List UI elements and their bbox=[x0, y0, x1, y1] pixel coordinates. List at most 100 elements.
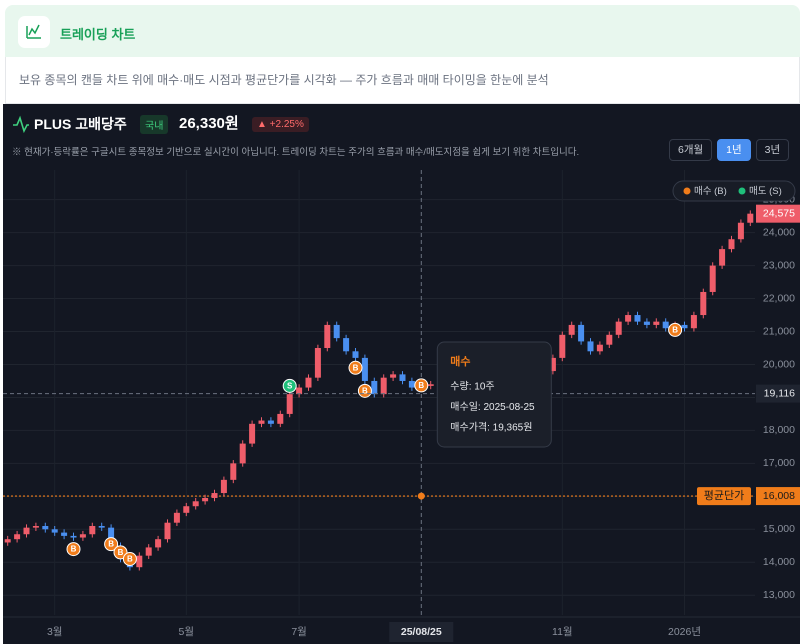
candle-body bbox=[427, 384, 434, 386]
average-dot bbox=[417, 492, 425, 500]
candle-body bbox=[662, 321, 669, 329]
last-price-label: 24,575 bbox=[763, 207, 795, 219]
trade-marker-label: B bbox=[118, 548, 124, 557]
stock-name: PLUS 고배당주 bbox=[34, 116, 127, 132]
candle-body bbox=[737, 222, 744, 240]
trade-marker-label: S bbox=[287, 382, 293, 391]
market-badge: 국내 bbox=[140, 115, 169, 134]
header-title: 트레이딩 차트 bbox=[60, 27, 136, 42]
subtitle-box: 보유 종목의 캔들 차트 위에 매수·매도 시점과 평균단가를 시각화 — 주가… bbox=[5, 57, 800, 104]
candle-body bbox=[89, 526, 96, 535]
candle-body bbox=[108, 527, 115, 546]
subtitle: 보유 종목의 캔들 차트 위에 매수·매도 시점과 평균단가를 시각화 — 주가… bbox=[19, 73, 549, 87]
candle-body bbox=[634, 315, 641, 322]
y-tick-label: 24,000 bbox=[763, 226, 795, 238]
x-tick-label: 2026년 bbox=[668, 626, 701, 638]
candle-body bbox=[173, 512, 180, 523]
x-tick-label: 11월 bbox=[552, 626, 573, 638]
icon bbox=[26, 24, 41, 39]
note: ※ 현재가·등락률은 구글시트 종목정보 기반으로 실시간이 아닙니다. 트레이… bbox=[12, 147, 580, 158]
candle-body bbox=[719, 249, 726, 266]
candle-body bbox=[145, 547, 152, 556]
candle-body bbox=[79, 534, 86, 538]
candle-body bbox=[277, 413, 284, 424]
y-tick-label: 14,000 bbox=[763, 556, 795, 568]
x-tick-label: 5월 bbox=[179, 626, 195, 638]
period-button[interactable]: 6개월 bbox=[669, 139, 713, 161]
average-value-box bbox=[756, 487, 800, 506]
candle-body bbox=[549, 357, 556, 372]
trade-marker bbox=[282, 378, 297, 393]
candle-body bbox=[220, 479, 227, 494]
trade-marker-label: B bbox=[71, 545, 77, 554]
candle-body bbox=[286, 394, 293, 414]
candle-body bbox=[136, 555, 143, 568]
tooltip-line: 매수일: 2025-08-25 bbox=[450, 401, 535, 413]
candle-body bbox=[681, 324, 688, 329]
candle-body bbox=[559, 334, 566, 358]
header: 트레이딩 차트 bbox=[5, 5, 800, 57]
last-price-box bbox=[756, 204, 800, 223]
candle-body bbox=[230, 463, 237, 480]
candle-body bbox=[239, 443, 246, 464]
candle-body bbox=[296, 387, 303, 395]
period-button[interactable]: 3년 bbox=[755, 139, 790, 161]
candle-body bbox=[408, 380, 415, 388]
y-tick-label: 15,000 bbox=[763, 523, 795, 535]
trade-marker-label: B bbox=[362, 386, 368, 395]
candle-body bbox=[578, 324, 585, 342]
candle-body bbox=[305, 377, 312, 388]
trade-marker bbox=[668, 322, 683, 337]
y-tick-label: 13,000 bbox=[763, 589, 795, 601]
candle-body bbox=[23, 527, 30, 535]
legend-label: 매수 (B) bbox=[694, 186, 727, 197]
trade-marker-label: B bbox=[672, 325, 678, 334]
candle-body bbox=[352, 351, 359, 358]
trade-marker bbox=[66, 542, 81, 557]
trade-marker-label: B bbox=[418, 381, 424, 390]
candle-body bbox=[380, 377, 387, 395]
trade-marker bbox=[122, 551, 137, 566]
legend-box bbox=[672, 180, 796, 202]
legend-swatch bbox=[738, 187, 746, 195]
candle-body bbox=[61, 532, 68, 536]
y-tick-label: 20,000 bbox=[763, 358, 795, 370]
crosshair-x-label: 25/08/25 bbox=[401, 626, 442, 638]
candle-body bbox=[42, 526, 49, 530]
chart-panel bbox=[3, 104, 800, 644]
candle-body bbox=[343, 338, 350, 352]
period-button[interactable]: 1년 bbox=[717, 139, 751, 161]
candle-body bbox=[653, 321, 660, 325]
candle-body bbox=[202, 497, 209, 502]
x-tick-label: 3월 bbox=[47, 626, 63, 638]
trade-marker bbox=[348, 360, 363, 375]
trade-marker bbox=[414, 378, 429, 393]
crosshair-y-box bbox=[756, 384, 800, 403]
tooltip-box bbox=[436, 341, 552, 448]
candle-body bbox=[690, 315, 697, 329]
candle-body bbox=[700, 291, 707, 316]
tooltip-line: 수량: 10주 bbox=[450, 381, 494, 393]
y-tick-label: 17,000 bbox=[763, 457, 795, 469]
y-tick-label: 23,000 bbox=[763, 259, 795, 271]
tooltip-title: 매수 bbox=[450, 354, 470, 368]
legend-label: 매도 (S) bbox=[749, 186, 782, 197]
candle-body bbox=[164, 522, 171, 540]
candle-body bbox=[192, 501, 199, 507]
candle-body bbox=[249, 423, 256, 444]
average-value: 16,008 bbox=[763, 490, 795, 502]
candle-body bbox=[333, 324, 340, 339]
candle-body bbox=[211, 493, 218, 498]
candle-body bbox=[587, 341, 594, 352]
candle-body bbox=[314, 348, 321, 378]
candle-body bbox=[4, 539, 11, 543]
legend-swatch bbox=[683, 187, 691, 195]
y-tick-label: 21,000 bbox=[763, 325, 795, 337]
crosshair-y-label: 19,116 bbox=[764, 387, 795, 399]
x-tick-label: 7월 bbox=[291, 626, 307, 638]
trade-marker bbox=[104, 537, 119, 552]
period-selector: 6개월 1년 3년 bbox=[669, 139, 790, 161]
candle-body bbox=[267, 420, 274, 424]
candle-body bbox=[14, 534, 21, 540]
